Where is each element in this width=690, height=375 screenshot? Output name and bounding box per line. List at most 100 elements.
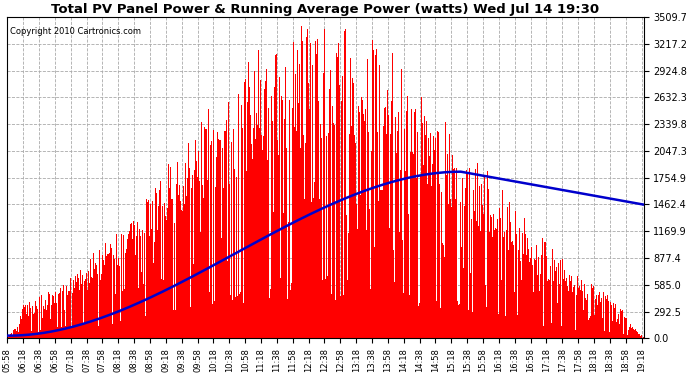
Bar: [253, 128, 255, 338]
Bar: [592, 288, 593, 338]
Bar: [258, 50, 259, 338]
Bar: [280, 278, 282, 338]
Bar: [433, 136, 434, 338]
Bar: [48, 292, 49, 338]
Bar: [339, 86, 340, 338]
Bar: [193, 264, 194, 338]
Bar: [404, 129, 405, 338]
Bar: [131, 224, 132, 338]
Bar: [268, 70, 269, 338]
Bar: [282, 100, 283, 338]
Bar: [501, 280, 502, 338]
Bar: [18, 332, 19, 338]
Bar: [46, 309, 47, 338]
Bar: [263, 135, 264, 338]
Bar: [126, 249, 127, 338]
Bar: [481, 183, 482, 338]
Bar: [633, 329, 634, 338]
Bar: [242, 128, 243, 338]
Bar: [588, 320, 589, 338]
Bar: [62, 291, 63, 338]
Bar: [201, 122, 202, 338]
Bar: [127, 290, 128, 338]
Bar: [484, 176, 485, 338]
Bar: [243, 303, 244, 338]
Bar: [342, 76, 343, 338]
Bar: [53, 296, 54, 338]
Bar: [353, 83, 354, 338]
Bar: [531, 248, 532, 338]
Bar: [264, 209, 266, 338]
Bar: [492, 237, 493, 338]
Bar: [77, 274, 78, 338]
Bar: [359, 48, 360, 338]
Bar: [504, 232, 505, 338]
Bar: [226, 126, 227, 338]
Bar: [239, 294, 240, 338]
Bar: [259, 128, 260, 338]
Bar: [43, 306, 44, 338]
Bar: [515, 211, 516, 338]
Bar: [143, 251, 144, 338]
Bar: [395, 117, 396, 338]
Bar: [519, 228, 520, 338]
Bar: [365, 109, 366, 338]
Bar: [623, 334, 624, 338]
Bar: [329, 89, 330, 338]
Bar: [216, 157, 217, 338]
Bar: [497, 261, 498, 338]
Bar: [295, 74, 296, 338]
Bar: [413, 132, 415, 338]
Bar: [29, 302, 30, 338]
Bar: [315, 41, 316, 338]
Bar: [251, 144, 252, 338]
Bar: [134, 225, 135, 338]
Bar: [505, 316, 506, 338]
Bar: [248, 87, 250, 338]
Bar: [440, 297, 442, 338]
Bar: [363, 114, 364, 338]
Bar: [16, 329, 17, 338]
Bar: [309, 109, 310, 338]
Bar: [613, 303, 614, 338]
Bar: [376, 50, 377, 338]
Bar: [314, 182, 315, 338]
Bar: [272, 121, 273, 338]
Bar: [556, 267, 557, 338]
Bar: [312, 65, 313, 338]
Bar: [79, 290, 80, 338]
Bar: [84, 281, 85, 338]
Bar: [343, 295, 344, 338]
Bar: [54, 303, 55, 338]
Bar: [437, 131, 438, 338]
Bar: [25, 305, 26, 338]
Bar: [564, 270, 565, 338]
Bar: [117, 266, 118, 338]
Bar: [262, 150, 263, 338]
Bar: [340, 296, 341, 338]
Bar: [545, 242, 546, 338]
Bar: [464, 206, 465, 338]
Bar: [121, 234, 122, 338]
Bar: [152, 263, 154, 338]
Bar: [573, 287, 574, 338]
Bar: [472, 312, 473, 338]
Bar: [451, 207, 452, 338]
Bar: [45, 300, 46, 338]
Bar: [587, 294, 588, 338]
Bar: [44, 309, 45, 338]
Bar: [522, 233, 523, 338]
Bar: [423, 165, 424, 338]
Bar: [215, 187, 216, 338]
Bar: [488, 189, 489, 338]
Bar: [24, 307, 25, 338]
Bar: [197, 177, 198, 338]
Bar: [124, 289, 125, 338]
Bar: [620, 312, 621, 338]
Bar: [377, 132, 378, 338]
Bar: [51, 305, 52, 338]
Bar: [244, 82, 245, 338]
Bar: [233, 129, 234, 338]
Bar: [544, 242, 545, 338]
Bar: [178, 195, 179, 338]
